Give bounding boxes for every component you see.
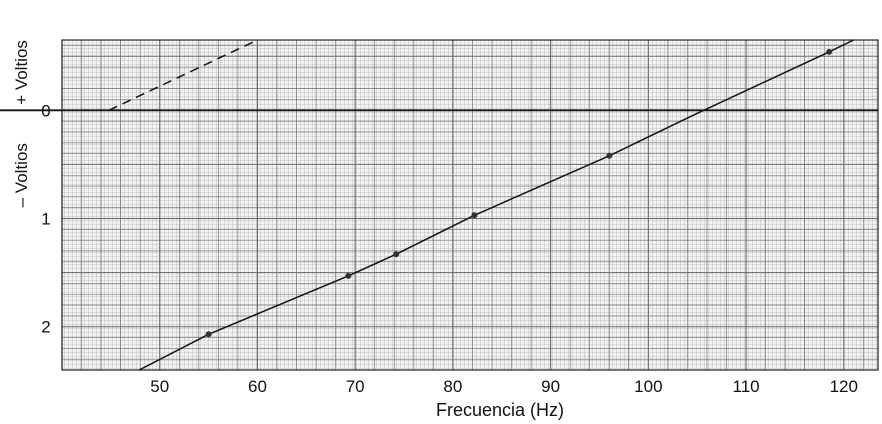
dashed-series-line: [108, 39, 258, 111]
major-grid: [61, 40, 878, 371]
x-tick-label: 60: [248, 377, 267, 396]
data-point: [471, 212, 478, 219]
x-tick-label: 50: [150, 377, 169, 396]
y-tick-labels: 0 1 2: [41, 101, 50, 336]
x-tick-label: 80: [443, 377, 462, 396]
data-point: [393, 251, 400, 258]
data-point: [205, 331, 212, 338]
x-tick-label: 90: [541, 377, 560, 396]
y-axis-label-positive: + Voltios: [12, 40, 31, 105]
series-layer: [108, 39, 854, 371]
y-axis-label-negative: – Voltios: [12, 143, 31, 207]
plot-area: [0, 39, 879, 371]
x-tick-label: 70: [346, 377, 365, 396]
x-tick-labels: 50 60 70 80 90 100 110 120: [150, 377, 858, 396]
y-tick-label: 1: [41, 210, 50, 229]
y-tick-label: 0: [41, 101, 50, 120]
x-tick-label: 120: [830, 377, 858, 396]
data-point: [345, 272, 352, 279]
data-point: [826, 48, 833, 55]
x-tick-label: 100: [634, 377, 662, 396]
data-point: [606, 152, 613, 159]
x-axis-label: Frecuencia (Hz): [436, 400, 564, 420]
plot-border: [61, 39, 879, 371]
x-tick-label: 110: [733, 377, 760, 396]
plot-background: [62, 40, 878, 370]
y-tick-label: 2: [41, 318, 50, 337]
